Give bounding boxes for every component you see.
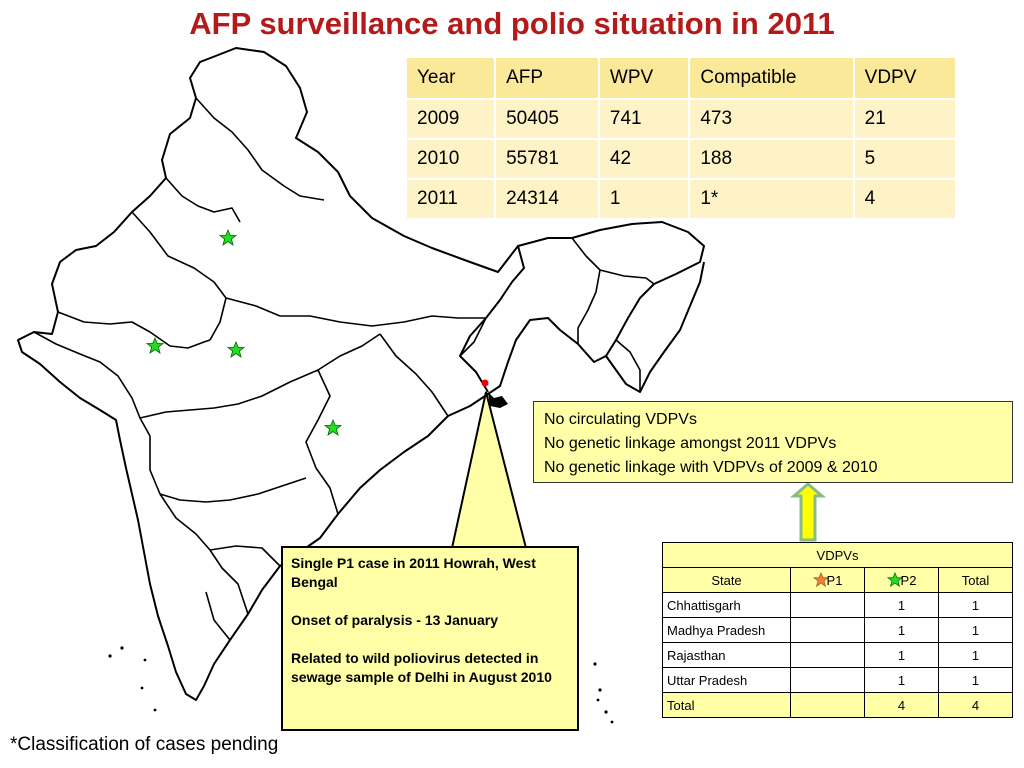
island-mark: [610, 720, 614, 724]
cell-total: 1: [938, 617, 1013, 643]
island-mark: [108, 654, 112, 658]
header-compatible: Compatible: [690, 58, 853, 98]
callout-related-text: Related to wild poliovirus detected in s…: [291, 650, 552, 685]
cell-total: 1: [938, 667, 1013, 693]
header-p1-label: P1: [826, 573, 843, 588]
cell-state: Rajasthan: [662, 642, 791, 668]
green-star-icon: [886, 572, 903, 588]
total-label: Total: [662, 692, 791, 718]
cell-state: Chhattisgarh: [662, 592, 791, 618]
table-row: 2011 24314 1 1* 4: [407, 180, 955, 218]
header-afp: AFP: [496, 58, 598, 98]
green-star-icon: [145, 336, 165, 354]
cell-p1: [790, 592, 865, 618]
note-line: No circulating VDPVs: [544, 411, 697, 428]
island-mark: [153, 708, 157, 712]
notes-box: No circulating VDPVs No genetic linkage …: [533, 401, 1013, 483]
header-p1: P1: [790, 567, 865, 593]
cell-total: 1: [938, 592, 1013, 618]
northeast-outline: [605, 261, 705, 393]
total-p1: [790, 692, 865, 718]
red-dot-icon: [481, 379, 489, 387]
cell-compatible: 188: [690, 140, 853, 178]
header-state: State: [662, 567, 791, 593]
header-total: Total: [938, 567, 1013, 593]
island-mark: [604, 710, 608, 714]
vdpv-title-row: VDPVs: [662, 542, 1013, 568]
table-row: 2010 55781 42 188 5: [407, 140, 955, 178]
bengal-outline: [459, 245, 525, 393]
cell-wpv: 741: [599, 100, 689, 138]
green-star-icon: [323, 418, 343, 436]
cell-p2: 1: [864, 667, 939, 693]
note-line: No genetic linkage with VDPVs of 2009 & …: [544, 459, 878, 476]
island-mark: [140, 686, 144, 690]
vdpv-title: VDPVs: [662, 542, 1013, 568]
island-mark: [593, 662, 597, 666]
island-mark: [143, 658, 147, 662]
header-p2: P2: [864, 567, 939, 593]
cell-afp: 24314: [496, 180, 598, 218]
table-row: Rajasthan 1 1: [662, 642, 1013, 668]
islands: [108, 646, 614, 724]
cell-year: 2011: [407, 180, 495, 218]
table-row: Madhya Pradesh 1 1: [662, 617, 1013, 643]
island-mark: [596, 698, 600, 702]
header-p2-label: P2: [900, 573, 917, 588]
summary-header-row: Year AFP WPV Compatible VDPV: [407, 58, 955, 98]
callout-box: Single P1 case in 2011 Howrah, West Beng…: [281, 546, 579, 731]
total-p2: 4: [864, 692, 939, 718]
cell-p1: [790, 667, 865, 693]
cell-compatible: 473: [690, 100, 853, 138]
summary-table: Year AFP WPV Compatible VDPV 2009 50405 …: [405, 56, 957, 220]
header-wpv: WPV: [599, 58, 689, 98]
footnote: *Classification of cases pending: [10, 734, 279, 755]
total-all: 4: [938, 692, 1013, 718]
callout-pointer: [450, 391, 528, 549]
vdpv-table: VDPVs State P1 P2 Total Chhattisgarh 1 1…: [662, 542, 1013, 718]
cell-afp: 50405: [496, 100, 598, 138]
cell-total: 1: [938, 642, 1013, 668]
vdpv-total-row: Total 4 4: [662, 692, 1013, 718]
island-mark: [120, 646, 124, 650]
cell-vdpv: 21: [854, 100, 955, 138]
state-borders: [33, 97, 655, 641]
green-star-icon: [218, 228, 238, 246]
cell-state: Uttar Pradesh: [662, 667, 791, 693]
up-arrow-icon: [789, 482, 827, 542]
page-title: AFP surveillance and polio situation in …: [189, 6, 835, 41]
cell-year: 2009: [407, 100, 495, 138]
cell-p1: [790, 642, 865, 668]
mainland-outline: [17, 47, 705, 701]
callout-case-text: Single P1 case in 2011 Howrah, West Beng…: [291, 555, 536, 590]
cell-p1: [790, 617, 865, 643]
map-markers: [145, 228, 489, 436]
callout-onset-text: Onset of paralysis - 13 January: [291, 612, 498, 628]
cell-p2: 1: [864, 617, 939, 643]
cell-wpv: 1: [599, 180, 689, 218]
vdpv-header-row: State P1 P2 Total: [662, 567, 1013, 593]
cell-afp: 55781: [496, 140, 598, 178]
india-outline: [17, 47, 705, 701]
cell-p2: 1: [864, 592, 939, 618]
delta-region: [488, 392, 508, 408]
cell-compatible: 1*: [690, 180, 853, 218]
orange-star-icon: [812, 572, 829, 588]
note-line: No genetic linkage amongst 2011 VDPVs: [544, 435, 837, 452]
green-star-icon: [226, 340, 246, 358]
cell-p2: 1: [864, 642, 939, 668]
cell-year: 2010: [407, 140, 495, 178]
header-vdpv: VDPV: [854, 58, 955, 98]
table-row: Chhattisgarh 1 1: [662, 592, 1013, 618]
cell-wpv: 42: [599, 140, 689, 178]
cell-vdpv: 4: [854, 180, 955, 218]
cell-state: Madhya Pradesh: [662, 617, 791, 643]
table-row: Uttar Pradesh 1 1: [662, 667, 1013, 693]
cell-vdpv: 5: [854, 140, 955, 178]
table-row: 2009 50405 741 473 21: [407, 100, 955, 138]
island-mark: [598, 688, 602, 692]
header-year: Year: [407, 58, 495, 98]
